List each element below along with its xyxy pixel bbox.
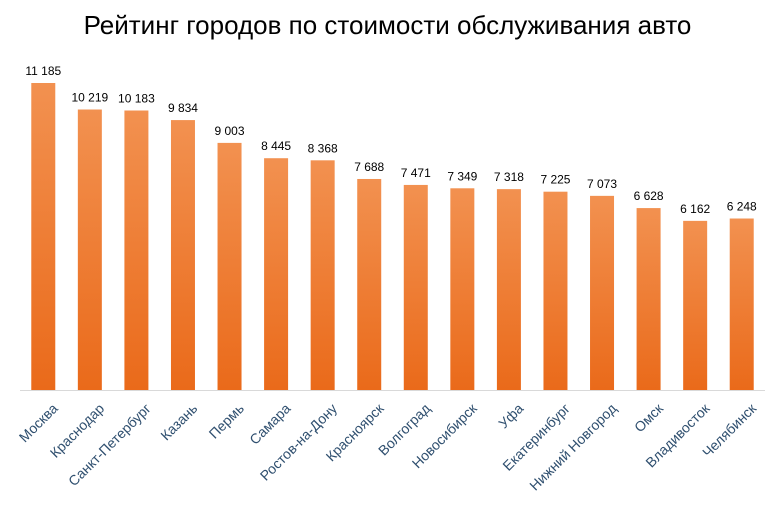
chart-title: Рейтинг городов по стоимости обслуживани…: [83, 10, 692, 40]
bar: [77, 109, 102, 390]
data-label: 7 073: [587, 177, 617, 191]
data-label: 6 162: [680, 202, 710, 216]
data-label: 10 183: [118, 92, 155, 106]
category-tick-label: Казань: [157, 400, 200, 443]
bar: [124, 110, 149, 390]
bar: [264, 158, 289, 390]
bar: [543, 191, 568, 390]
bar: [357, 178, 382, 390]
data-label: 8 445: [261, 139, 291, 153]
bars-layer: [31, 83, 754, 390]
category-tick-label: Санкт-Петербург: [65, 400, 154, 489]
category-tick-label: Нижний Новгород: [526, 400, 619, 493]
bar: [170, 120, 195, 390]
bar: [217, 142, 242, 390]
value-labels-layer: 11 185 10 219 10 183 9 834 9 003 8 445 8 368 7 …: [25, 64, 757, 216]
category-tick-label: Пермь: [206, 400, 247, 441]
data-label: 8 368: [308, 141, 338, 155]
data-label: 7 471: [401, 166, 431, 180]
data-label: 11 185: [25, 64, 61, 78]
bar: [636, 208, 661, 390]
category-tick-label: Омск: [631, 400, 667, 436]
bar: [403, 184, 428, 390]
bar: [683, 220, 708, 390]
bar: [729, 218, 754, 390]
category-tick-label: Уфа: [495, 400, 526, 431]
data-label: 6 248: [727, 200, 757, 214]
category-tick-label: Самара: [246, 400, 294, 448]
data-label: 10 219: [71, 91, 108, 105]
bar: [590, 195, 615, 390]
bar: [31, 83, 56, 390]
data-label: 9 834: [168, 101, 198, 115]
bar: [496, 189, 521, 390]
data-label: 7 318: [494, 170, 524, 184]
data-label: 6 628: [634, 189, 664, 203]
category-tick-label: Москва: [16, 400, 61, 445]
data-label: 7 349: [447, 169, 477, 183]
bar: [450, 188, 475, 390]
bar: [310, 160, 335, 390]
data-label: 7 688: [354, 160, 384, 174]
data-label: 9 003: [215, 124, 245, 138]
data-label: 7 225: [540, 173, 570, 187]
